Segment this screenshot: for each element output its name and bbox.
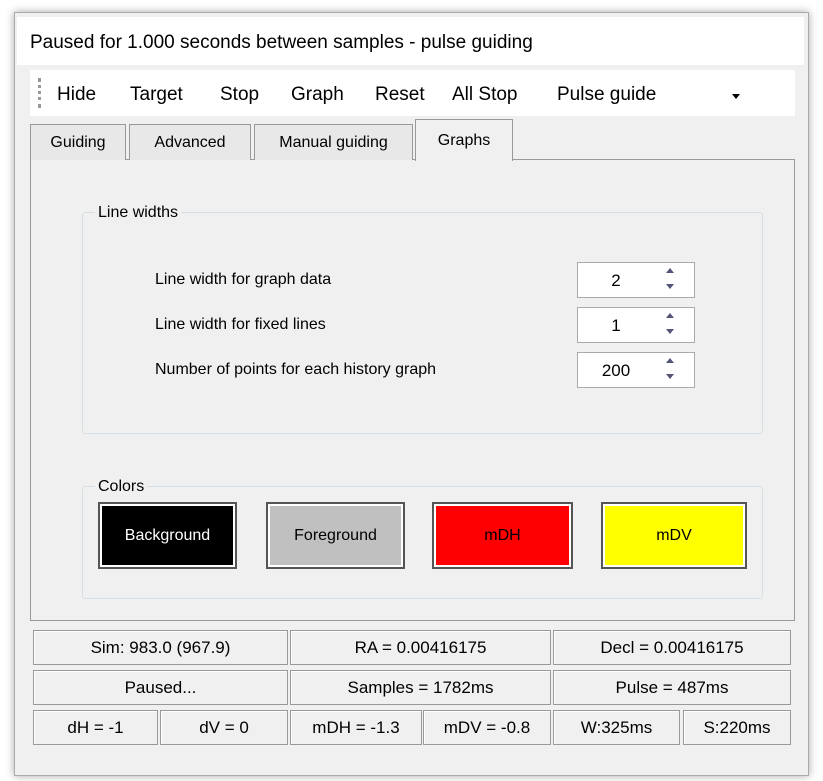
combo-arrow[interactable] [732,94,740,99]
spinner-value: 2 [611,271,621,290]
row-label: Line width for graph data [155,271,332,288]
spinner-up[interactable] [666,313,674,318]
status-cell: Pulse = 487ms [553,670,791,705]
status-cell: RA = 0.00416175 [290,630,551,665]
combo[interactable] [546,78,752,110]
line-widths-group [82,212,763,434]
status-cell: Sim: 983.0 (967.9) [33,630,288,665]
spinner-up[interactable] [666,268,674,273]
color-button[interactable]: Foreground [266,502,405,569]
group-title: Colors [95,478,148,496]
status-cell: mDH = -1.3 [290,710,422,745]
group-title: Line widths [95,204,182,222]
combo-text: Pulse guide [557,84,657,105]
title-bar [17,17,804,65]
toolbar-button[interactable]: Stop [220,84,260,105]
status-cell: Decl = 0.00416175 [553,630,791,665]
spinner-up[interactable] [666,358,674,363]
status-cell: S:220ms [683,710,791,745]
tab[interactable]: Guiding [30,124,126,160]
tab[interactable]: Manual guiding [254,124,413,160]
toolbar-button[interactable]: Target [130,84,183,105]
status-cell: W:325ms [553,710,680,745]
row-label: Line width for fixed lines [155,316,326,333]
color-button[interactable]: mDV [601,502,747,569]
toolbar-button[interactable]: Graph [291,84,344,105]
gripper [38,78,41,108]
spinner-down[interactable] [666,284,674,289]
tab[interactable]: Advanced [129,124,251,160]
spinner-down[interactable] [666,329,674,334]
status-cell: dH = -1 [33,710,158,745]
spinner[interactable] [577,307,695,343]
spinner-down[interactable] [666,374,674,379]
status-cell: mDV = -0.8 [423,710,551,745]
spinner-value: 200 [601,361,631,380]
colors-group [82,486,763,599]
color-button[interactable]: mDH [432,502,573,569]
status-cell: dV = 0 [160,710,288,745]
window-title: Paused for 1.000 seconds between samples… [30,32,533,53]
tab[interactable]: Graphs [415,119,513,161]
toolbar-button[interactable]: Hide [57,84,97,105]
status-cell: Samples = 1782ms [290,670,551,705]
spinner-value: 1 [611,316,621,335]
toolbar-button[interactable]: All Stop [452,84,518,105]
row-label: Number of points for each history graph [155,361,437,378]
spinner[interactable] [577,352,695,388]
spinner[interactable] [577,262,695,298]
status-cell: Paused... [33,670,288,705]
color-button[interactable]: Background [98,502,237,569]
toolbar-button[interactable]: Reset [375,84,425,105]
